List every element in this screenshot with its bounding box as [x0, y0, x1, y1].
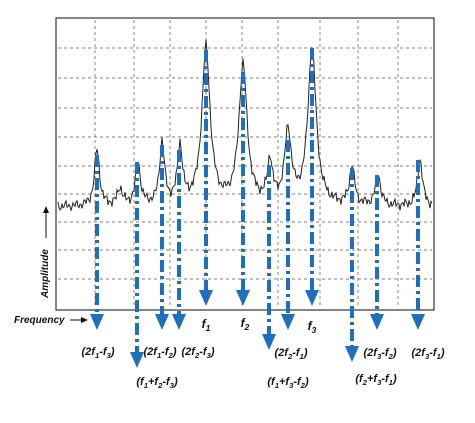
plot-frame: [55, 17, 435, 311]
product-arrow-1-head: [90, 314, 104, 330]
y-axis-label-group: Amplitude: [40, 206, 51, 299]
fundamental-label-f2: f2: [241, 316, 250, 332]
product-label-5: (2f2-f1): [274, 347, 307, 361]
label-layer: f1 f2 f3 (2f1-f3) (f1+f2-f3) (2f1-f2) (2f2-f3)…: [81, 316, 444, 390]
fundamental-label-f3: f3: [308, 319, 317, 335]
product-label-4: (2f2-f3): [181, 346, 214, 360]
product-arrow-7-head: [345, 346, 359, 362]
product-label-1: (2f1-f3): [81, 346, 114, 360]
product-arrow-5-head: [262, 334, 276, 350]
product-label-7: (f2+f3-f1): [355, 373, 397, 387]
fundamental-arrow-2-head: [236, 290, 250, 306]
x-axis-label-group: Frequency: [14, 315, 88, 326]
product-arrow-6-head: [281, 314, 295, 330]
y-axis-label: Amplitude: [40, 249, 51, 299]
product-arrow-8-head: [370, 314, 384, 330]
product-arrow-4-head: [172, 314, 186, 330]
product-label-6: (f1+f3-f2): [267, 376, 309, 390]
product-arrow-3-head: [155, 314, 169, 330]
x-axis-arrowhead: [81, 317, 88, 323]
y-axis-arrowhead: [43, 206, 49, 213]
fundamental-label-f1: f1: [202, 317, 211, 333]
product-label-3: (2f1-f2): [143, 346, 176, 360]
fundamental-arrow-1-head: [199, 290, 213, 306]
fundamental-arrow-3-head: [305, 290, 319, 306]
product-arrow-9-head: [411, 314, 425, 330]
product-arrow-2-head: [130, 352, 144, 368]
arrow-layer: [90, 48, 425, 368]
product-label-8: (2f3-f2): [363, 347, 396, 361]
product-label-2: (f1+f2-f3): [136, 376, 178, 390]
x-axis-label: Frequency: [14, 315, 65, 326]
product-label-9: (2f3-f1): [411, 347, 444, 361]
